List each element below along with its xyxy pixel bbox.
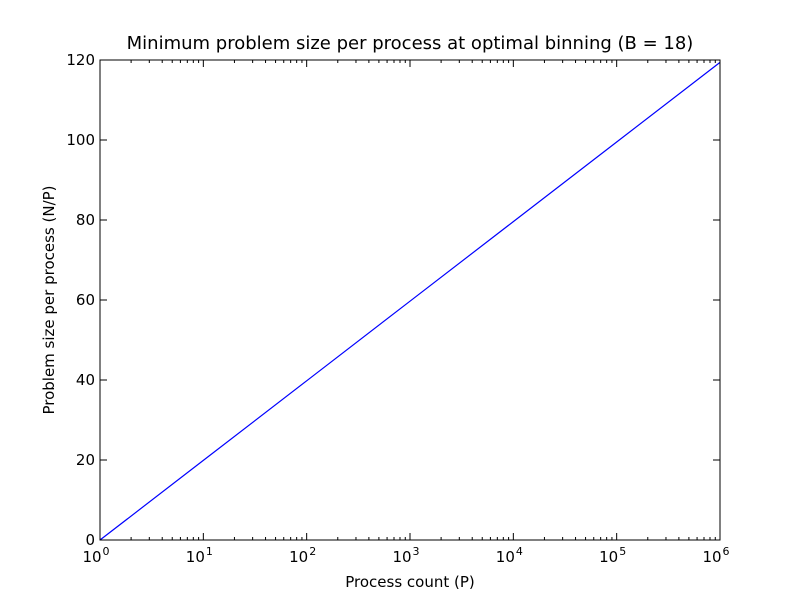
x-tick-label: 103 [392,545,419,566]
x-tick-label: 102 [289,545,316,566]
y-tick-label: 120 [66,51,95,69]
y-tick-label: 60 [76,291,95,309]
x-tick-label: 104 [496,545,523,566]
x-tick-label: 106 [702,545,729,566]
y-tick-label: 80 [76,211,95,229]
y-tick-label: 100 [66,131,95,149]
y-axis-label: Problem size per process (N/P) [40,185,58,414]
x-tick-label: 100 [82,545,109,566]
y-tick-label: 0 [85,531,95,549]
y-tick-label: 20 [76,451,95,469]
ticks-layer: 100 101 102 103 104 105 106 0 20 40 60 80 100 120 [66,51,729,566]
plot-frame [99,59,721,541]
y-tick-label: 40 [76,371,95,389]
series-layer [99,61,721,541]
chart-title: Minimum problem size per process at opti… [127,33,694,54]
x-tick-label: 105 [599,545,626,566]
series-line [99,61,721,541]
x-axis-label: Process count (P) [345,573,475,591]
x-tick-label: 101 [186,545,213,566]
